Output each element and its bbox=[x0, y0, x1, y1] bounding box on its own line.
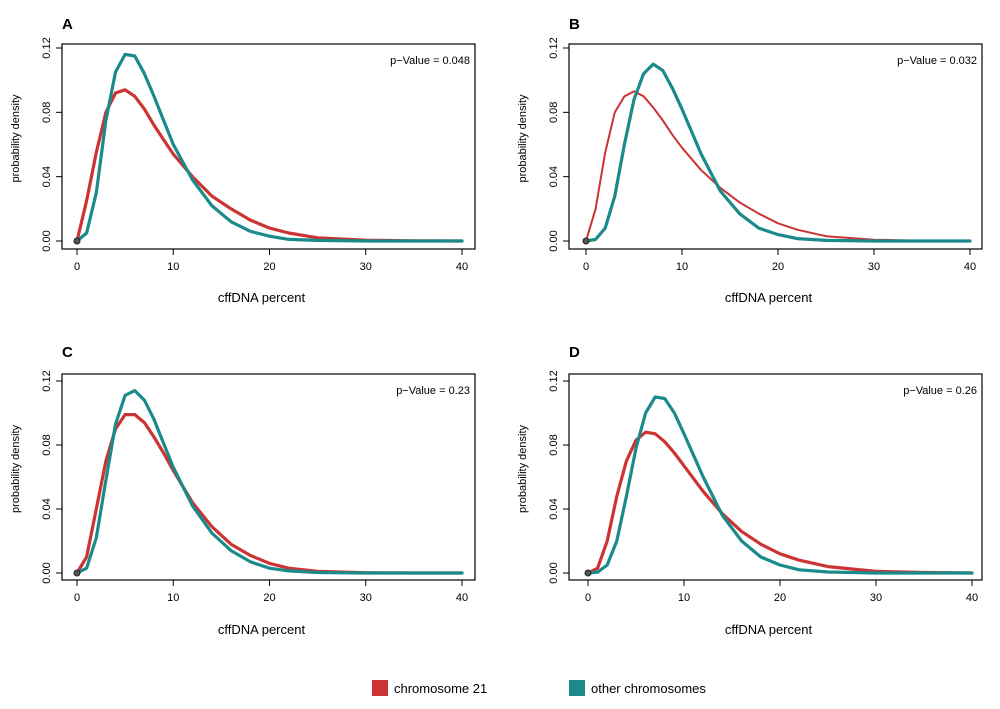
panel-a-x-tick-label: 10 bbox=[167, 261, 179, 273]
panel-b: B 0 10 20 30 40 0.00 0.04 0.08 0.12 cffDNA percent… bbox=[517, 16, 983, 305]
panel-b-y-axis-title: probability density bbox=[517, 94, 529, 183]
panel-b-origin-point bbox=[582, 237, 590, 245]
panel-d-y-tick-label: 0.04 bbox=[548, 498, 560, 519]
panel-d-p-value: p−Value = 0.26 bbox=[903, 385, 977, 397]
panel-d-y-axis-title: probability density bbox=[517, 424, 529, 513]
panel-a-y-axis-title: probability density bbox=[10, 94, 22, 183]
panel-d-x-tick-label: 20 bbox=[774, 592, 786, 604]
panel-d-x-tick-label: 30 bbox=[870, 592, 882, 604]
panel-d-x-tick-label: 40 bbox=[966, 592, 978, 604]
panel-d: D 0 10 20 30 40 0.00 0.04 0.08 0.12 cffDNA percent… bbox=[517, 344, 983, 637]
panel-a-x-tick-label: 0 bbox=[74, 261, 80, 273]
panel-c-p-value: p−Value = 0.23 bbox=[396, 385, 470, 397]
panel-c-plot-frame bbox=[61, 373, 476, 581]
legend-swatch-chromosome-21 bbox=[372, 680, 388, 696]
panel-d-y-tick-label: 0.00 bbox=[548, 562, 560, 583]
panel-c-letter: C bbox=[62, 344, 73, 361]
panel-a-p-value: p−Value = 0.048 bbox=[390, 55, 470, 67]
panel-a-x-tick-label: 30 bbox=[360, 261, 372, 273]
panel-d-series-chromosome-21 bbox=[586, 430, 974, 575]
panel-c-origin-point bbox=[73, 569, 81, 577]
panel-b-x-tick-label: 40 bbox=[964, 261, 976, 273]
panel-a-x-axis-title: cffDNA percent bbox=[218, 290, 306, 305]
panel-c-x-tick-label: 40 bbox=[456, 592, 468, 604]
panel-a-y-tick-label: 0.04 bbox=[41, 166, 53, 187]
panel-c-y-tick-label: 0.00 bbox=[41, 562, 53, 583]
panel-a-letter: A bbox=[62, 16, 73, 33]
panel-b-x-tick-label: 0 bbox=[583, 261, 589, 273]
panel-a-x-tick-label: 20 bbox=[263, 261, 275, 273]
panel-d-x-tick-label: 0 bbox=[585, 592, 591, 604]
panel-c-series-other-chromosomes bbox=[75, 389, 464, 575]
panel-a: A 0 10 20 30 40 0.00 0.04 0.08 0.12 cffDNA percent… bbox=[10, 16, 476, 305]
panel-c-y-tick-label: 0.12 bbox=[41, 370, 53, 391]
panel-d-x-axis-title: cffDNA percent bbox=[725, 622, 813, 637]
panel-c-y-tick-label: 0.04 bbox=[41, 498, 53, 519]
panel-c-x-tick-label: 20 bbox=[263, 592, 275, 604]
panel-a-y-tick-label: 0.08 bbox=[41, 102, 53, 123]
panel-b-y-tick-label: 0.04 bbox=[548, 166, 560, 187]
panel-b-x-axis-title: cffDNA percent bbox=[725, 290, 813, 305]
panel-a-origin-point bbox=[73, 237, 81, 245]
panel-a-x-tick-label: 40 bbox=[456, 261, 468, 273]
panel-c-series-chromosome-21 bbox=[75, 413, 464, 575]
panel-b-x-tick-label: 20 bbox=[772, 261, 784, 273]
panel-c-x-tick-label: 30 bbox=[360, 592, 372, 604]
panel-b-x-tick-label: 30 bbox=[868, 261, 880, 273]
panel-d-letter: D bbox=[569, 344, 580, 361]
panel-d-y-tick-label: 0.08 bbox=[548, 434, 560, 455]
legend-label-chromosome-21: chromosome 21 bbox=[394, 680, 488, 696]
panel-c: C 0 10 20 30 40 0.00 0.04 0.08 0.12 cffDNA percent… bbox=[10, 344, 476, 637]
panel-b-p-value: p−Value = 0.032 bbox=[897, 55, 977, 67]
panel-a-series-chromosome-21 bbox=[75, 88, 464, 243]
panel-c-y-tick-label: 0.08 bbox=[41, 434, 53, 455]
panel-b-plot-frame bbox=[568, 43, 983, 250]
panel-c-x-tick-label: 10 bbox=[167, 592, 179, 604]
panel-b-x-tick-label: 10 bbox=[676, 261, 688, 273]
panel-a-y-tick-label: 0.00 bbox=[41, 230, 53, 251]
panel-c-y-axis-title: probability density bbox=[10, 424, 22, 513]
panel-c-x-axis-title: cffDNA percent bbox=[218, 622, 306, 637]
panel-b-y-tick-label: 0.00 bbox=[548, 230, 560, 251]
panel-b-y-tick-label: 0.12 bbox=[548, 37, 560, 58]
legend: chromosome 21 other chromosomes bbox=[0, 676, 1000, 702]
legend-item-chromosome-21: chromosome 21 bbox=[372, 680, 487, 696]
panel-b-series-chromosome-21 bbox=[585, 90, 971, 242]
legend-swatch-other-chromosomes bbox=[569, 680, 585, 696]
legend-item-other-chromosomes: other chromosomes bbox=[569, 680, 706, 696]
panel-d-y-tick-label: 0.12 bbox=[548, 370, 560, 391]
panel-d-plot-frame bbox=[568, 373, 983, 581]
panel-d-series-other-chromosomes bbox=[586, 395, 974, 575]
panel-a-plot-frame bbox=[61, 43, 476, 250]
panel-c-x-tick-label: 0 bbox=[74, 592, 80, 604]
panel-b-y-tick-label: 0.08 bbox=[548, 102, 560, 123]
panel-a-y-tick-label: 0.12 bbox=[41, 37, 53, 58]
panel-a-series-other-chromosomes bbox=[75, 52, 464, 243]
panel-d-x-tick-label: 10 bbox=[678, 592, 690, 604]
panel-b-series-other-chromosomes bbox=[584, 62, 972, 243]
legend-label-other-chromosomes: other chromosomes bbox=[591, 680, 706, 696]
panel-d-origin-point bbox=[584, 569, 592, 577]
panel-b-letter: B bbox=[569, 16, 580, 33]
